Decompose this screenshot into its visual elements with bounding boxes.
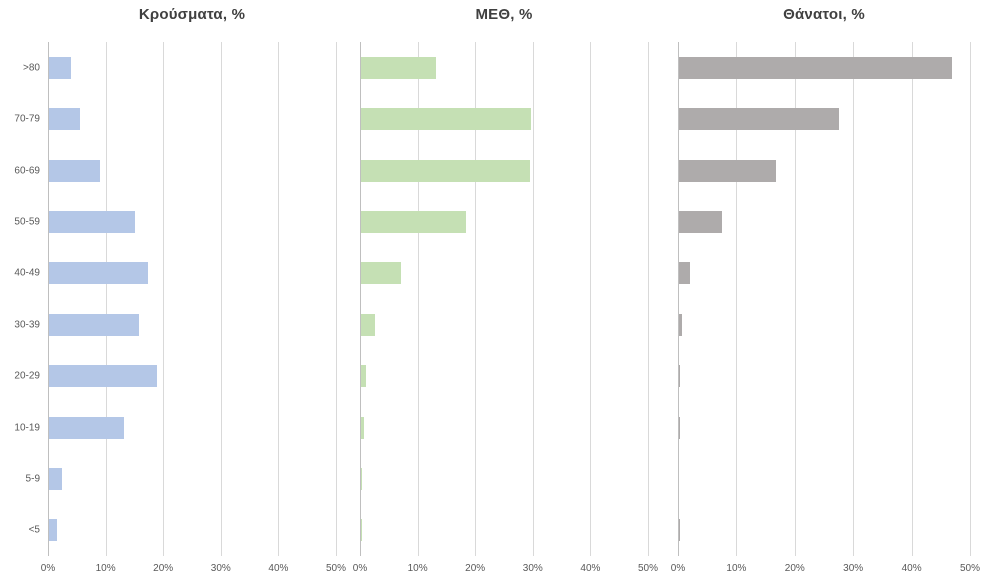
x-tick-label: 20%: [465, 563, 486, 574]
x-tick-label: 0%: [352, 563, 368, 574]
bar-70-79: [49, 108, 81, 131]
category-label-<5: <5: [28, 524, 40, 536]
category-label-30-39: 30-39: [14, 319, 40, 331]
bar-60-69: [679, 159, 776, 182]
bar-70-79: [679, 108, 840, 131]
gridline: [736, 42, 738, 556]
bar->80: [361, 56, 437, 79]
chart-icu-title: ΜΕΘ, %: [475, 6, 533, 23]
chart-icu: ΜΕΘ, % 0% 10% 20% 30% 40% 50%: [353, 0, 658, 586]
zero-axis-line: [360, 42, 361, 556]
bar->80: [49, 56, 72, 79]
bar-<5: [361, 519, 362, 542]
gridline: [475, 42, 477, 556]
x-tick-label: 30%: [210, 563, 231, 574]
bar-20-29: [361, 365, 367, 388]
bar-<5: [49, 519, 58, 542]
gridline: [853, 42, 855, 556]
x-tick-label: 40%: [901, 563, 922, 574]
bar-10-19: [49, 416, 124, 439]
bar-60-69: [49, 159, 100, 182]
bar-10-19: [361, 416, 364, 439]
bar-60-69: [361, 159, 531, 182]
x-tick-label: 50%: [637, 563, 659, 574]
gridline: [278, 42, 280, 556]
gridline: [590, 42, 592, 556]
x-tick-label: 20%: [784, 563, 805, 574]
chart-deaths-title: Θάνατοι, %: [783, 6, 865, 23]
gridline: [970, 42, 971, 556]
x-tick-label: 50%: [325, 563, 347, 574]
x-tick-label: 20%: [153, 563, 174, 574]
category-label-60-69: 60-69: [14, 165, 40, 176]
gridline: [417, 42, 419, 556]
gridline: [648, 42, 649, 556]
x-tick-label: 40%: [580, 563, 601, 574]
gridline: [220, 42, 222, 556]
chart-deaths: Θάνατοι, % 0% 10% 20% 30% 40% 50%: [671, 0, 980, 586]
category-label-40-49: 40-49: [14, 267, 40, 279]
category-label-50-59: 50-59: [14, 216, 40, 228]
gridline: [532, 42, 534, 556]
chart-cases: Κρούσματα, % 0% 10% 20% 30% 40% 50%: [41, 0, 346, 586]
bar-10-19: [679, 416, 681, 439]
bar-40-49: [49, 262, 149, 285]
x-tick-label: 0%: [670, 563, 686, 574]
bar-20-29: [49, 365, 157, 388]
bar-5-9: [361, 467, 362, 490]
x-tick-label: 10%: [726, 563, 747, 574]
x-tick-label: 30%: [843, 563, 864, 574]
chart-deaths-plot: [678, 42, 971, 556]
gridline: [105, 42, 107, 556]
bar-40-49: [361, 262, 401, 285]
bar-<5: [679, 519, 681, 542]
bar-50-59: [49, 210, 135, 233]
category-axis: >80 70-79 60-69 50-59 40-49 30-39 20-29 10-19 5-…: [0, 42, 48, 556]
x-tick-label: 10%: [407, 563, 428, 574]
bar-30-39: [361, 313, 375, 336]
bar-50-59: [679, 210, 722, 233]
chart-icu-x-axis: 0% 10% 20% 30% 40% 50%: [353, 556, 658, 586]
gridline: [794, 42, 796, 556]
chart-cases-x-axis: 0% 10% 20% 30% 40% 50%: [41, 556, 346, 586]
gridline: [911, 42, 913, 556]
chart-icu-plot: [360, 42, 649, 556]
category-label->80: >80: [23, 62, 40, 74]
bar-70-79: [361, 108, 531, 131]
bar-50-59: [361, 210, 467, 233]
bar->80: [679, 56, 952, 79]
x-tick-label: 40%: [268, 563, 289, 574]
bar-30-39: [49, 313, 139, 336]
bar-40-49: [679, 262, 691, 285]
category-label-20-29: 20-29: [14, 370, 40, 382]
bar-5-9: [49, 467, 62, 490]
category-label-70-79: 70-79: [14, 113, 40, 125]
chart-cases-title: Κρούσματα, %: [138, 6, 246, 23]
panel-spacer: [336, 0, 360, 586]
gridline: [163, 42, 165, 556]
x-tick-label: 0%: [40, 563, 56, 574]
bar-30-39: [679, 313, 682, 336]
chart-cases-plot: [48, 42, 337, 556]
x-tick-label: 10%: [95, 563, 116, 574]
zero-axis-line: [678, 42, 679, 556]
zero-axis-line: [48, 42, 49, 556]
x-tick-label: 30%: [522, 563, 543, 574]
category-label-10-19: 10-19: [14, 422, 40, 433]
gridline: [336, 42, 337, 556]
bar-20-29: [679, 365, 681, 388]
panel-spacer: [648, 0, 678, 586]
category-label-5-9: 5-9: [25, 473, 40, 485]
chart-deaths-x-axis: 0% 10% 20% 30% 40% 50%: [671, 556, 980, 586]
x-tick-label: 50%: [959, 563, 981, 574]
